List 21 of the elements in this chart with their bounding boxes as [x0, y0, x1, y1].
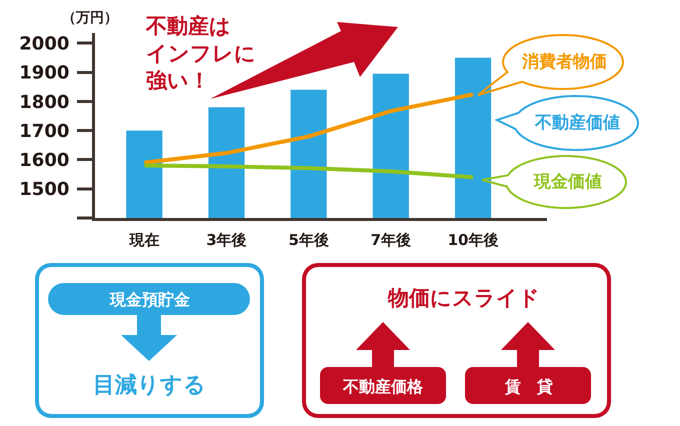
text: 現金預貯金: [109, 290, 190, 309]
annotation: 不動産はインフレに強い！: [145, 14, 256, 93]
x-tick-label: 7年後: [370, 231, 412, 249]
text: 不動産価値: [534, 113, 620, 133]
text: 目減りする: [93, 373, 206, 398]
y-tick-label: 1500: [19, 179, 70, 200]
y-tick-label: 2000: [19, 34, 70, 54]
x-tick-label: 3年後: [206, 231, 247, 249]
x-tick-label: 現在: [128, 231, 160, 249]
text: 消費者物価: [521, 52, 607, 72]
y-tick-label: 1700: [19, 120, 70, 142]
text: 不動産価格: [342, 377, 424, 396]
x-tick-label: 10年後: [448, 231, 498, 249]
text: 現金価値: [533, 172, 602, 192]
y-tick-label: 1800: [19, 92, 70, 113]
text: 賃 貸: [504, 377, 553, 396]
x-tick-label: 5年後: [288, 231, 329, 249]
text: 物価にスライド: [387, 286, 540, 310]
y-tick-label: 1900: [19, 62, 70, 84]
y-axis-title: （万円）: [62, 10, 118, 26]
y-tick-label: 1600: [19, 150, 70, 172]
